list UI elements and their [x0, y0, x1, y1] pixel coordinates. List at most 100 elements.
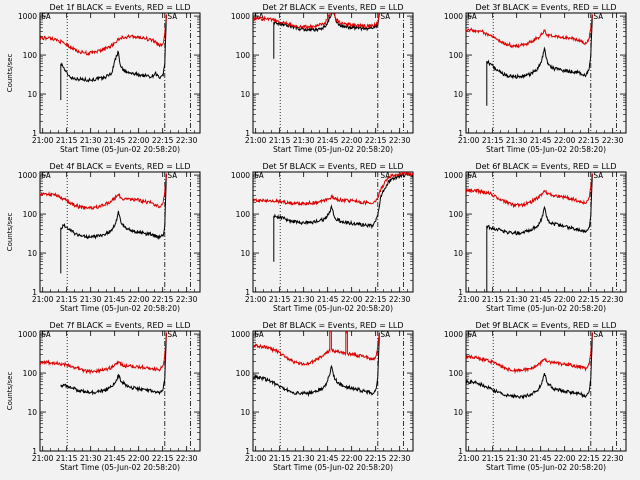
panel-det-6: Det 6f BLACK = Events, RED = LLD 1 10 100 10…: [444, 162, 627, 313]
series-lld-line: [466, 173, 593, 209]
y-tick-label: 1: [245, 288, 250, 297]
chart-title: Det 5f BLACK = Events, RED = LLD: [262, 162, 403, 171]
x-tick-label: 22:15: [365, 295, 387, 304]
x-tick-label: 21:15: [269, 136, 291, 145]
chart-title: Det 9f BLACK = Events, RED = LLD: [475, 321, 616, 330]
chart-title: Det 1f BLACK = Events, RED = LLD: [49, 3, 190, 12]
x-tick-label: 22:00: [128, 136, 150, 145]
y-tick-label: 1: [32, 447, 37, 456]
chart-title: Det 2f BLACK = Events, RED = LLD: [262, 3, 403, 12]
y-tick-label: 1: [458, 288, 463, 297]
x-tick-label: 22:30: [389, 136, 411, 145]
y-axis-label: Counts/sec: [6, 213, 14, 252]
x-tick-label: 21:15: [269, 295, 291, 304]
x-tick-label: 21:30: [506, 454, 528, 463]
y-tick-label: 1: [32, 129, 37, 138]
x-axis-label: Start Time (05-Jun-02 20:58:20): [273, 304, 393, 313]
x-tick-label: 21:30: [293, 454, 315, 463]
x-axis-label: Start Time (05-Jun-02 20:58:20): [486, 145, 606, 154]
series-events-line: [466, 332, 593, 400]
series-lld-line: [253, 13, 380, 31]
y-tick-label: 1000: [444, 12, 463, 21]
panel-det-2: Det 2f BLACK = Events, RED = LLD 1 10 100 10…: [231, 3, 414, 154]
y-tick-label: 100: [449, 210, 464, 219]
y-tick-label: 100: [449, 369, 464, 378]
x-tick-label: 22:30: [176, 454, 198, 463]
y-tick-label: 100: [236, 51, 251, 60]
x-tick-label: 22:30: [602, 454, 624, 463]
sa-marker: SA: [467, 330, 477, 339]
panel-det-4: Det 4f BLACK = Events, RED = LLD 1 10 100 10…: [6, 162, 201, 313]
x-tick-label: 21:30: [506, 295, 528, 304]
plot-frame: [465, 171, 627, 293]
y-tick-label: 100: [23, 51, 38, 60]
chart-title: Det 7f BLACK = Events, RED = LLD: [49, 321, 190, 330]
x-tick-label: 22:30: [176, 136, 198, 145]
series-events-line: [253, 332, 380, 398]
x-tick-label: 21:30: [506, 136, 528, 145]
series-events-line: [60, 14, 167, 101]
y-tick-label: 10: [240, 408, 250, 417]
y-tick-label: 1000: [231, 330, 250, 339]
x-tick-label: 21:30: [80, 454, 102, 463]
y-tick-label: 10: [27, 90, 37, 99]
x-tick-label: 21:15: [56, 295, 78, 304]
x-tick-label: 22:00: [341, 295, 363, 304]
x-tick-label: 22:15: [578, 454, 600, 463]
y-tick-label: 1: [245, 129, 250, 138]
y-tick-label: 1000: [231, 171, 250, 180]
x-tick-label: 21:30: [293, 136, 315, 145]
chart-title: Det 6f BLACK = Events, RED = LLD: [475, 162, 616, 171]
panel-det-9: Det 9f BLACK = Events, RED = LLD 1 10 100 10…: [444, 321, 627, 472]
y-tick-label: 1000: [18, 12, 37, 21]
series-lld-line: [40, 332, 167, 375]
x-tick-label: 21:15: [482, 136, 504, 145]
y-tick-label: 10: [453, 249, 463, 258]
series-lld-line: [40, 14, 167, 56]
x-tick-label: 21:45: [530, 454, 552, 463]
sa-marker: SA: [41, 330, 51, 339]
series-lld-line: [253, 331, 380, 366]
x-tick-label: 21:30: [80, 295, 102, 304]
sa-marker: SA: [167, 330, 177, 339]
x-tick-label: 22:30: [602, 136, 624, 145]
y-tick-label: 100: [23, 369, 38, 378]
x-axis-label: Start Time (05-Jun-02 20:58:20): [273, 145, 393, 154]
chart-title: Det 3f BLACK = Events, RED = LLD: [475, 3, 616, 12]
x-tick-label: 22:30: [602, 295, 624, 304]
x-tick-label: 21:00: [32, 136, 54, 145]
x-tick-label: 21:45: [104, 454, 126, 463]
x-tick-label: 21:30: [80, 136, 102, 145]
y-axis-label: Counts/sec: [6, 372, 14, 411]
sa-marker: SA: [41, 171, 51, 180]
sa-marker: SA: [467, 171, 477, 180]
y-tick-label: 100: [236, 210, 251, 219]
y-tick-label: 10: [453, 90, 463, 99]
x-tick-label: 21:45: [530, 136, 552, 145]
x-axis-label: Start Time (05-Jun-02 20:58:20): [60, 145, 180, 154]
plot-frame: [252, 330, 414, 452]
y-tick-label: 1: [458, 447, 463, 456]
sa-marker: SA: [254, 171, 264, 180]
x-tick-label: 22:15: [152, 136, 174, 145]
x-tick-label: 22:30: [389, 454, 411, 463]
x-tick-label: 22:00: [128, 454, 150, 463]
sa-marker: SA: [380, 330, 390, 339]
y-tick-label: 10: [27, 249, 37, 258]
x-tick-label: 22:15: [152, 454, 174, 463]
x-axis-label: Start Time (05-Jun-02 20:58:20): [60, 463, 180, 472]
plot-frame: [39, 171, 201, 293]
chart-title: Det 8f BLACK = Events, RED = LLD: [262, 321, 403, 330]
x-tick-label: 22:15: [365, 454, 387, 463]
x-tick-label: 21:00: [458, 136, 480, 145]
y-tick-label: 1000: [444, 171, 463, 180]
y-tick-label: 1000: [231, 12, 250, 21]
x-axis-label: Start Time (05-Jun-02 20:58:20): [486, 304, 606, 313]
y-tick-label: 10: [240, 90, 250, 99]
sa-marker: SA: [41, 12, 51, 21]
plot-frame: [252, 12, 414, 134]
series-events-line: [486, 173, 593, 292]
y-tick-label: 10: [453, 408, 463, 417]
x-axis-label: Start Time (05-Jun-02 20:58:20): [273, 463, 393, 472]
